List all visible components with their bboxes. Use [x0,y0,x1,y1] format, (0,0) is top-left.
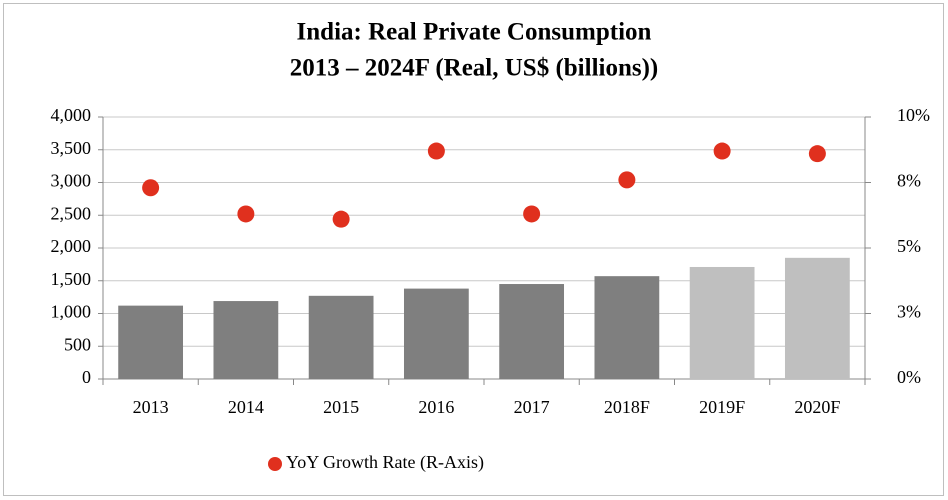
x-tick-label: 2018F [604,397,650,417]
dot [237,205,255,223]
dot [142,179,160,197]
bar [594,276,660,379]
bar [213,301,279,379]
x-tick-label: 2020F [794,397,840,417]
dot [808,145,826,163]
x-tick-label: 2015 [323,397,359,417]
dot [427,142,445,160]
y-tick-label: 0 [82,367,91,387]
y-tick-label: 4,000 [51,105,92,125]
bar [308,295,374,379]
y2-tick-label: 0% [897,367,921,387]
y-tick-label: 3,500 [51,138,92,158]
chart-title: 2013 – 2024F (Real, US$ (billions)) [290,55,659,82]
x-tick-label: 2013 [133,397,169,417]
y-tick-label: 3,000 [51,171,92,191]
y-tick-label: 1,000 [51,302,92,322]
y-tick-label: 500 [64,334,91,354]
dot [713,142,731,160]
bar [499,284,565,379]
bar [118,305,184,379]
x-tick-label: 2019F [699,397,745,417]
bar [689,266,755,379]
dot [523,205,541,223]
x-tick-label: 2014 [228,397,264,417]
chart-title: India: Real Private Consumption [297,19,652,46]
y-tick-label: 2,500 [51,203,92,223]
chart-frame [3,3,944,496]
y2-tick-label: 5% [897,236,921,256]
y-tick-label: 2,000 [51,236,92,256]
y2-tick-label: 8% [897,171,921,191]
y2-tick-label: 10% [897,105,930,125]
bar [403,288,469,379]
x-tick-label: 2017 [514,397,550,417]
y-tick-label: 1,500 [51,269,92,289]
y2-tick-label: 3% [897,302,921,322]
dot [618,171,636,189]
legend-marker [268,457,282,471]
x-tick-label: 2016 [418,397,454,417]
dot [332,210,350,228]
legend-label: YoY Growth Rate (R-Axis) [286,452,484,473]
bar [784,257,850,379]
